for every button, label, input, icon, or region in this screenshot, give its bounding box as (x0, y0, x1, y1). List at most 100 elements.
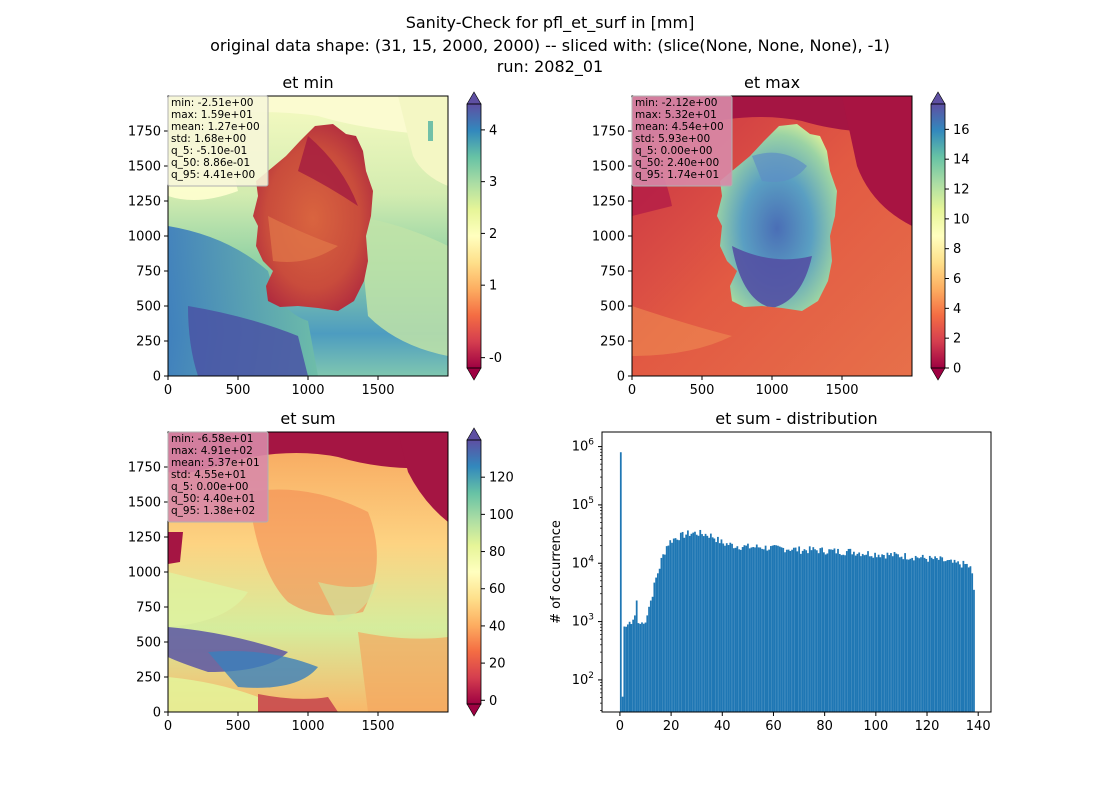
y-tick-label: 1000 (128, 566, 161, 581)
x-tick-label: 1500 (361, 719, 394, 734)
colorbar-tick-label: 6 (953, 272, 961, 287)
y-tick-label: 0 (153, 370, 161, 385)
colorbar-tick-label: 16 (953, 123, 970, 138)
histogram-bar (817, 553, 820, 712)
histogram-bar (800, 553, 802, 712)
histogram-bar (676, 539, 679, 712)
stats-line: min: -2.51e+00 (171, 97, 253, 109)
histogram-bar (890, 553, 892, 712)
histogram-bar (777, 545, 779, 712)
histogram-bar (884, 558, 887, 712)
colorbar-tick-label: 14 (953, 153, 970, 168)
histogram-bar (914, 555, 917, 712)
y-tick-label: 0 (153, 706, 161, 721)
histogram-bar (770, 546, 772, 712)
histogram-bar (639, 623, 642, 712)
histogram-bar (807, 553, 809, 712)
histogram-bar (909, 558, 912, 712)
histogram-bar (642, 623, 645, 712)
histogram-bar (634, 615, 636, 712)
histogram-bar (623, 626, 626, 712)
y-tick-label: 1500 (128, 496, 161, 511)
histogram-bar (637, 623, 640, 712)
histogram-bar (844, 555, 846, 712)
y-tick-label: 1250 (592, 195, 625, 210)
map-panel-0: et min 0 500 1000 1500 0 250 500 750 1000 1250 1500… (128, 73, 449, 398)
histogram-bar (646, 615, 649, 712)
histogram-bar (810, 550, 813, 712)
histogram-bar (702, 536, 705, 712)
histogram-bar (708, 537, 710, 712)
histogram-bar (651, 596, 654, 712)
histogram-bar (865, 554, 868, 712)
histogram-bar (913, 560, 915, 712)
histogram-bar (944, 561, 947, 712)
stats-line: std: 5.93e+00 (635, 133, 710, 145)
histogram-bar (785, 549, 788, 712)
colorbar-tick-label: 0 (953, 362, 961, 377)
x-tick-label: 0 (616, 719, 624, 734)
y-tick-label: 103 (572, 613, 594, 630)
histogram-bar (875, 557, 878, 712)
histogram-bar (902, 559, 905, 712)
x-tick-label: 0 (164, 383, 172, 398)
histogram-bar (888, 555, 891, 712)
histogram-bar (939, 556, 942, 712)
panel-title: et sum (280, 409, 335, 428)
x-tick-label: 1000 (291, 719, 324, 734)
colorbar-tick-label: 80 (489, 545, 506, 560)
histogram-bar (734, 547, 737, 712)
histogram-bar (695, 534, 698, 712)
histogram-bar (784, 552, 786, 712)
histogram-bar (845, 551, 848, 712)
x-tick-label: 100 (863, 719, 888, 734)
stats-line: mean: 4.54e+00 (635, 121, 724, 133)
histogram-bar (741, 547, 744, 712)
histogram-bar (835, 553, 838, 712)
x-tick-label: 500 (226, 719, 251, 734)
histogram-bar (635, 600, 638, 712)
histogram-bar (778, 546, 781, 712)
stats-line: q_50: 8.86e-01 (171, 157, 250, 169)
histogram-bar (764, 545, 767, 712)
colorbar-frame (466, 439, 482, 705)
colorbar-tick-label: 1 (489, 279, 497, 294)
histogram-bar (701, 534, 703, 712)
histogram-bar (729, 542, 732, 712)
colorbar-tick-label: 12 (953, 183, 970, 198)
histogram-bar (868, 556, 871, 712)
y-tick-label: 1250 (128, 531, 161, 546)
x-tick-label: 1500 (825, 383, 858, 398)
histogram-bar (895, 553, 898, 712)
histogram-bar (791, 549, 793, 712)
histogram-bar (649, 600, 652, 712)
histogram-bar (831, 549, 834, 712)
histogram-bar (897, 554, 899, 712)
histogram-bar (759, 547, 762, 712)
histogram-bar (747, 543, 749, 712)
histogram-bar (787, 549, 790, 712)
histogram-bar (739, 549, 742, 712)
histogram-bar (748, 548, 751, 712)
histogram-bar (780, 547, 783, 712)
histogram-bar (918, 558, 921, 712)
histogram-bar (619, 452, 622, 712)
figure-title-line-1: Sanity-Check for pfl_et_surf in [mm] (405, 13, 695, 32)
histogram-bar (879, 557, 882, 712)
histogram-bar (789, 550, 792, 712)
histogram-bar (928, 555, 931, 712)
histogram-bar (851, 554, 854, 712)
histogram-bar (923, 557, 926, 712)
histogram-bar (667, 545, 670, 712)
stats-line: std: 1.68e+00 (171, 133, 246, 145)
histogram-bar (847, 548, 850, 712)
histogram-bar (766, 550, 769, 712)
histogram-bar (656, 573, 659, 712)
histogram-bar (812, 547, 815, 712)
histogram-bar (826, 553, 829, 712)
histogram-bar (757, 547, 760, 712)
panel-title: et max (744, 73, 800, 92)
histogram-bar (745, 545, 748, 712)
stats-line: q_50: 4.40e+01 (171, 493, 255, 505)
histogram-bar (621, 696, 624, 712)
